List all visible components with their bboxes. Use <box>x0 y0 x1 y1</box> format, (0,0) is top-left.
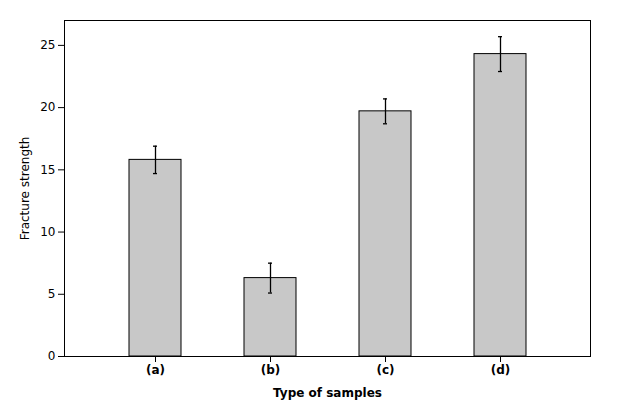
svg-text:Type of samples: Type of samples <box>273 386 382 400</box>
svg-text:Fracture strength: Fracture strength <box>18 137 32 241</box>
svg-text:(b): (b) <box>261 363 281 377</box>
svg-text:15: 15 <box>40 163 55 177</box>
svg-text:10: 10 <box>40 225 55 239</box>
svg-text:25: 25 <box>40 38 55 52</box>
svg-text:20: 20 <box>40 100 55 114</box>
svg-text:(d): (d) <box>491 363 511 377</box>
svg-text:(c): (c) <box>376 363 394 377</box>
svg-text:(a): (a) <box>146 363 165 377</box>
svg-text:0: 0 <box>48 349 56 363</box>
svg-text:5: 5 <box>48 287 56 301</box>
